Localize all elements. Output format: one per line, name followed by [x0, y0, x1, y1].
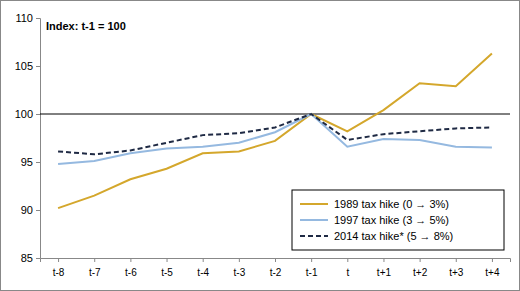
legend-box — [292, 190, 504, 250]
x-tick-label: t-1 — [306, 267, 318, 278]
series-line — [58, 114, 492, 154]
legend-swatch — [300, 235, 328, 237]
legend-swatch — [300, 203, 328, 205]
x-tick-mark — [420, 258, 421, 262]
x-tick-mark — [456, 258, 457, 262]
y-tick-mark — [36, 66, 40, 67]
x-tick-label: t — [346, 267, 349, 278]
x-axis-line — [41, 259, 511, 263]
y-tick: 85 — [21, 252, 40, 264]
x-tick-mark — [492, 258, 493, 262]
x-tick-mark — [239, 258, 240, 262]
x-tick-label: t-2 — [270, 267, 282, 278]
series-line — [58, 54, 492, 209]
x-tick-mark — [311, 258, 312, 262]
x-tick-label: t+4 — [485, 267, 500, 278]
x-tick: t+1 — [377, 258, 392, 278]
chart: 859095100105110t-8t-7t-6t-5t-4t-3t-2t-1t… — [0, 0, 520, 291]
x-tick-label: t-6 — [125, 267, 137, 278]
x-tick-label: t-4 — [197, 267, 209, 278]
y-tick-label: 100 — [15, 108, 33, 120]
y-tick: 100 — [15, 108, 40, 120]
legend-label: 1997 tax hike (3 → 5%) — [334, 214, 449, 226]
x-tick: t-2 — [270, 258, 282, 278]
x-tick: t-8 — [53, 258, 65, 278]
y-tick: 90 — [21, 204, 40, 216]
y-tick-mark — [36, 258, 40, 259]
x-tick-mark — [94, 258, 95, 262]
x-tick: t+2 — [413, 258, 428, 278]
y-tick-mark — [36, 18, 40, 19]
legend: 1989 tax hike (0 → 3%) 1997 tax hike (3 →… — [292, 190, 504, 250]
y-tick-mark — [36, 114, 40, 115]
y-tick-label: 95 — [21, 156, 33, 168]
chart-border — [1, 1, 520, 291]
x-tick-mark — [347, 258, 348, 262]
plot-area — [40, 54, 510, 209]
x-tick: t-4 — [197, 258, 209, 278]
x-tick: t+4 — [485, 258, 500, 278]
x-tick-mark — [275, 258, 276, 262]
y-tick: 95 — [21, 156, 40, 168]
x-tick-label: t-5 — [161, 267, 173, 278]
x-tick-label: t+2 — [413, 267, 428, 278]
y-tick: 105 — [15, 60, 40, 72]
x-tick-label: t-3 — [234, 267, 246, 278]
x-tick-label: t-7 — [89, 267, 101, 278]
y-tick-label: 105 — [15, 60, 33, 72]
x-tick-mark — [130, 258, 131, 262]
reference-line — [40, 114, 510, 115]
legend-label: 1989 tax hike (0 → 3%) — [334, 198, 449, 210]
y-tick-label: 110 — [15, 12, 33, 24]
legend-label: 2014 tax hike* (5 → 8%) — [334, 230, 453, 242]
x-tick: t-6 — [125, 258, 137, 278]
x-tick-mark — [383, 258, 384, 262]
series-line — [58, 114, 492, 164]
x-tick-mark — [203, 258, 204, 262]
y-axis: 85 90 95 100 105 110 — [15, 12, 41, 264]
y-tick: 110 — [15, 12, 40, 24]
x-tick: t+3 — [449, 258, 464, 278]
y-tick-label: 90 — [21, 204, 33, 216]
x-tick: t-7 — [89, 258, 101, 278]
x-tick: t-1 — [306, 258, 318, 278]
x-axis: t-8 t-7 t-6 t-5 t-4 t-3 t-2 t-1 t t+1 t+2 t+3 t+4 — [41, 258, 511, 278]
x-tick-label: t-8 — [53, 267, 65, 278]
x-tick-mark — [58, 258, 59, 262]
x-tick: t-3 — [234, 258, 246, 278]
y-tick-mark — [36, 162, 40, 163]
legend-swatch — [300, 219, 328, 221]
x-tick-mark — [167, 258, 168, 262]
y-tick-label: 85 — [21, 252, 33, 264]
x-tick: t — [346, 258, 349, 278]
x-tick-label: t+3 — [449, 267, 464, 278]
x-tick: t-5 — [161, 258, 173, 278]
x-tick-label: t+1 — [377, 267, 392, 278]
annotation: Index: t-1 = 100 — [46, 20, 126, 32]
y-tick-mark — [36, 210, 40, 211]
y-axis-line — [36, 19, 41, 259]
